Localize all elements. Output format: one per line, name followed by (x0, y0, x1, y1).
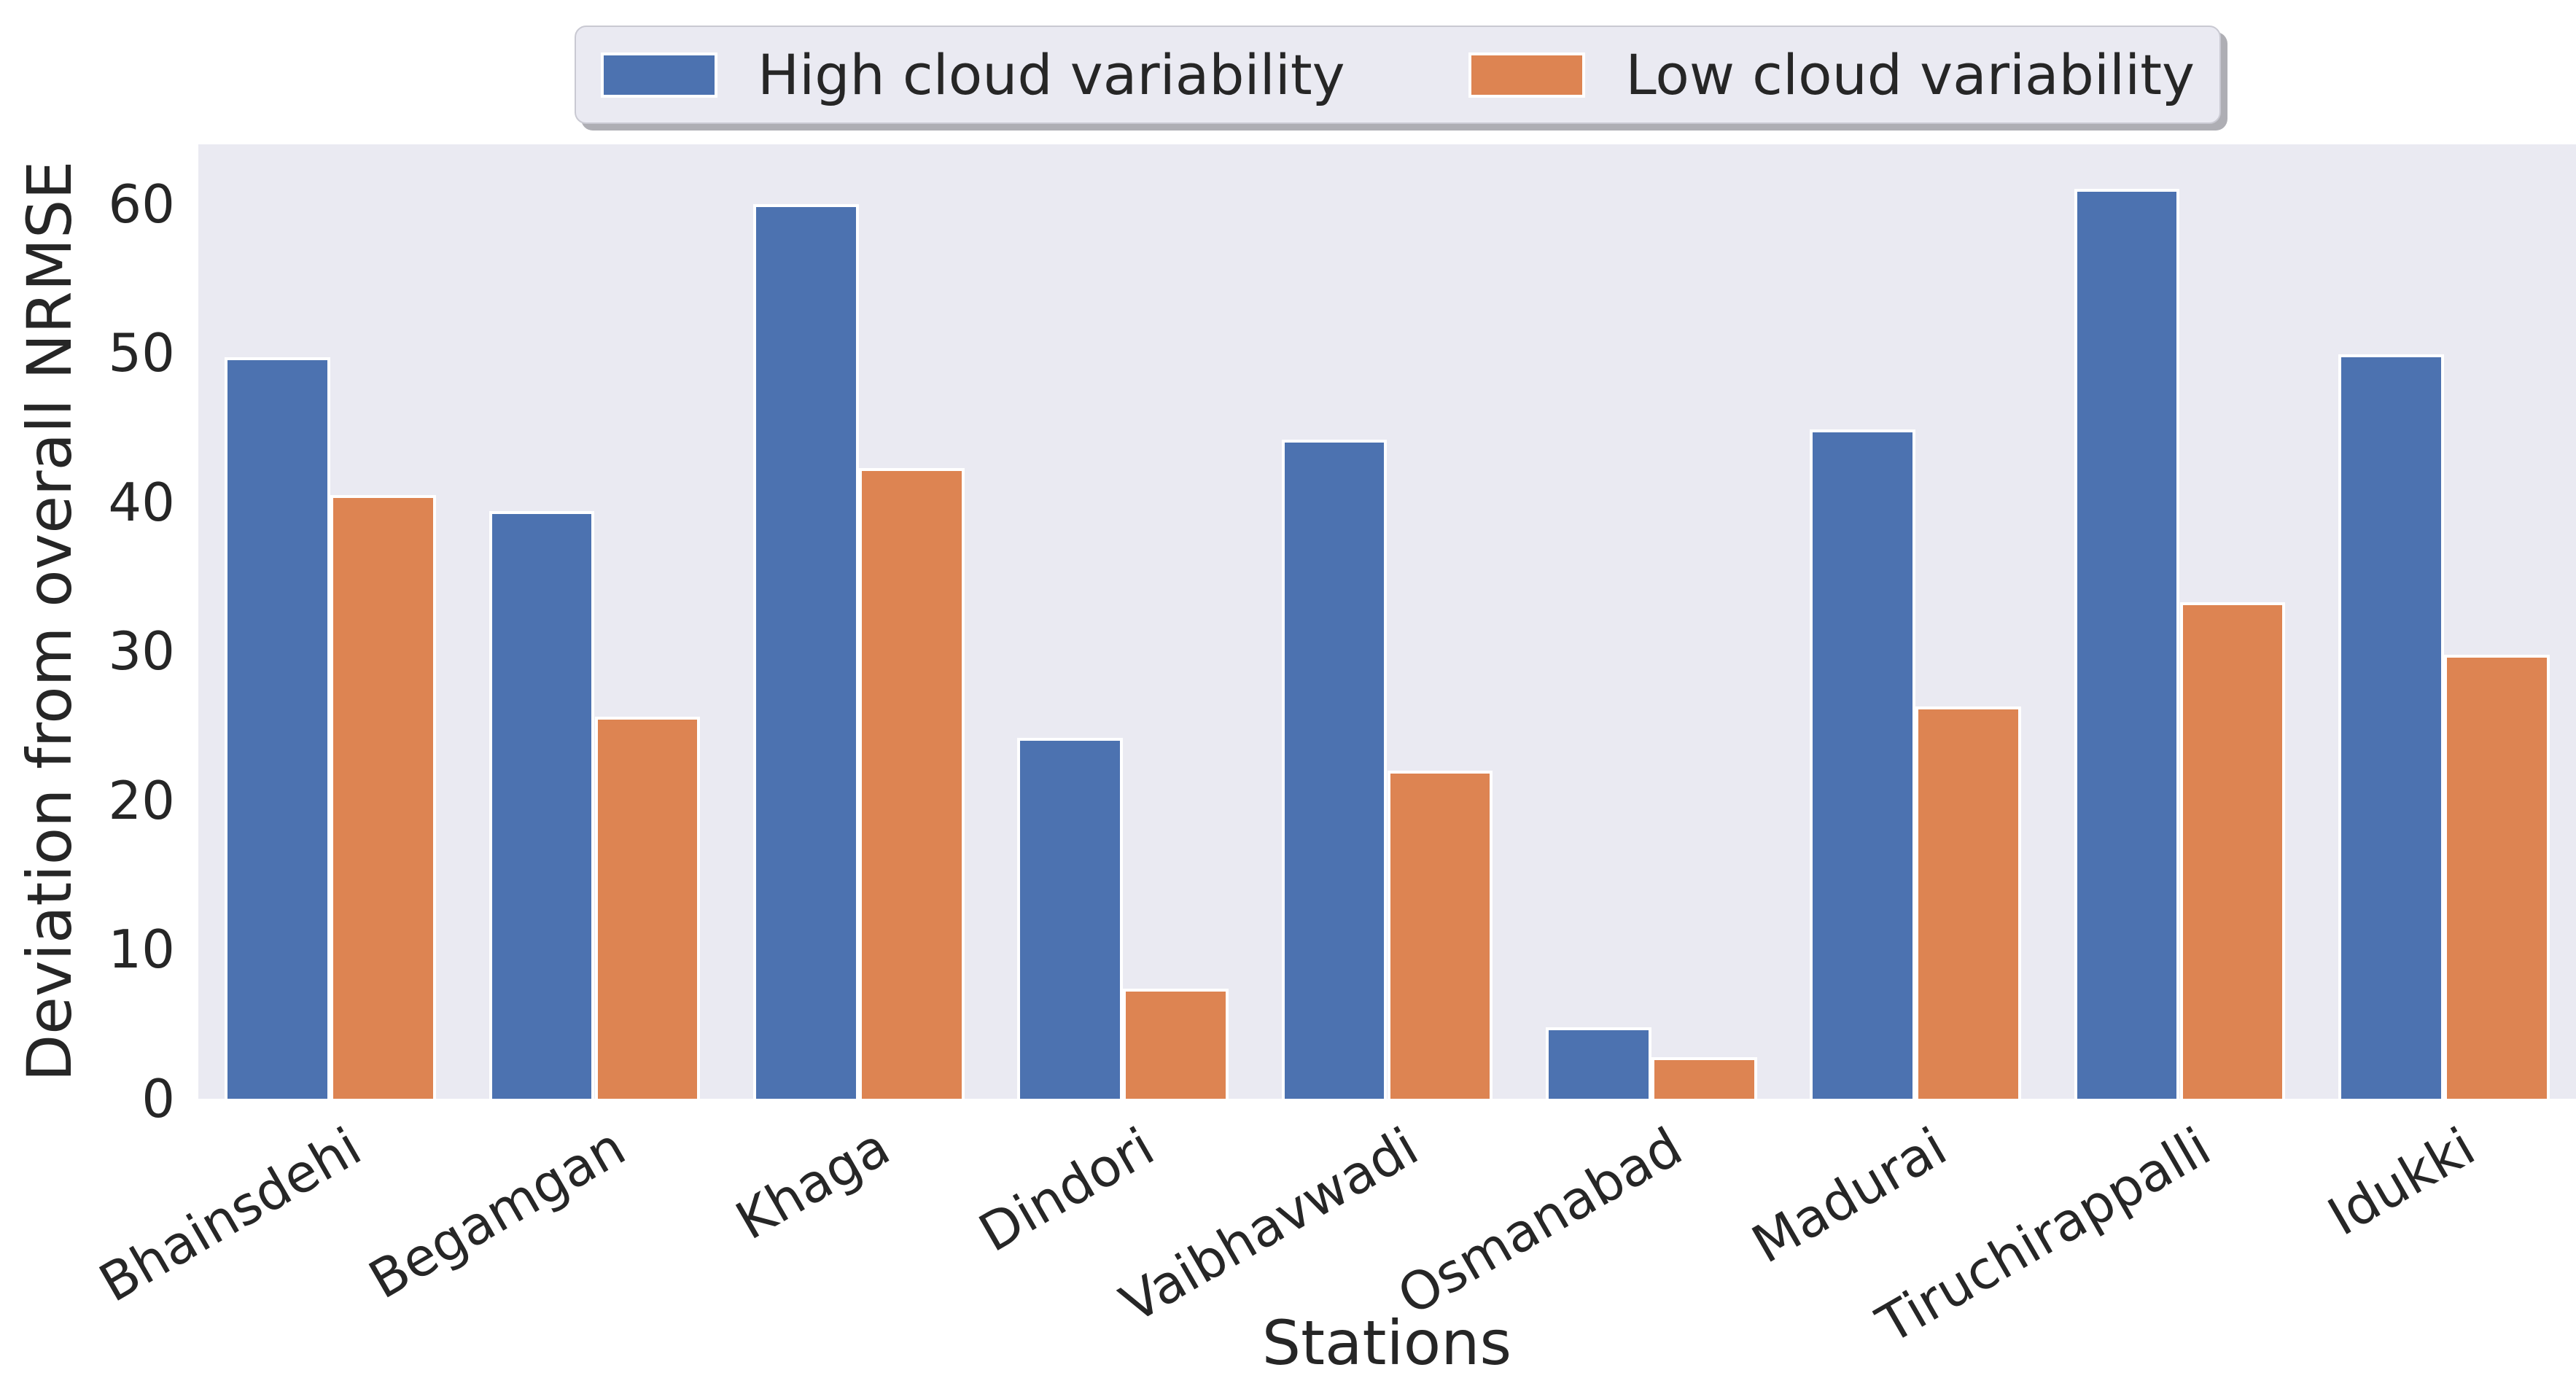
legend-label-high: High cloud variability (758, 42, 1345, 107)
x-tick-label-madurai: Madurai (1741, 1116, 1957, 1275)
legend-label-low: Low cloud variability (1625, 42, 2195, 107)
y-tick-label-50: 50 (108, 322, 175, 384)
bar-high-dindori (1017, 738, 1124, 1099)
bar-low-vaibhavwadi (1387, 771, 1493, 1099)
bar-low-bhainsdehi (330, 494, 437, 1099)
legend-swatch-low-icon (1468, 52, 1586, 98)
bar-low-tiruchirappalli (2179, 602, 2286, 1099)
legend-entry-high: High cloud variability (601, 42, 1345, 107)
y-tick-label-20: 20 (108, 769, 175, 831)
legend-entry-low: Low cloud variability (1468, 42, 2195, 107)
bar-high-madurai (1810, 429, 1916, 1099)
y-tick-label-40: 40 (108, 471, 175, 533)
bar-high-tiruchirappalli (2074, 189, 2180, 1099)
x-tick-label-osmanabad: Osmanabad (1388, 1116, 1692, 1327)
plot-area (198, 144, 2576, 1099)
bar-low-khaga (858, 467, 965, 1099)
x-tick-label-dindori: Dindori (968, 1116, 1164, 1264)
bar-high-idukki (2338, 354, 2444, 1099)
y-tick-label-0: 0 (141, 1068, 175, 1129)
y-tick-label-10: 10 (108, 919, 175, 981)
bar-high-vaibhavwadi (1281, 439, 1388, 1099)
y-axis-label: Deviation from overall NRMSE (14, 160, 85, 1082)
bar-low-osmanabad (1651, 1056, 1757, 1099)
x-axis-label: Stations (1261, 1307, 1512, 1378)
x-tick-label-idukki: Idukki (2317, 1116, 2485, 1247)
bar-low-dindori (1123, 988, 1229, 1099)
legend: High cloud variability Low cloud variabi… (575, 26, 2221, 124)
x-tick-label-vaibhavwadi: Vaibhavwadi (1110, 1116, 1428, 1335)
x-tick-label-begamgan: Begamgan (359, 1116, 636, 1311)
bar-high-khaga (752, 203, 859, 1099)
bar-high-begamgan (489, 511, 595, 1099)
bar-low-begamgan (594, 717, 701, 1099)
bar-high-osmanabad (1545, 1027, 1651, 1099)
y-axis-ticks: 0 10 20 30 40 50 60 (0, 0, 175, 1378)
x-tick-label-khaga: Khaga (725, 1116, 900, 1252)
legend-swatch-high-icon (601, 52, 717, 98)
y-tick-label-30: 30 (108, 620, 175, 682)
bar-low-madurai (1915, 706, 2022, 1099)
y-tick-label-60: 60 (108, 173, 175, 235)
bar-low-idukki (2443, 654, 2550, 1099)
bar-high-bhainsdehi (225, 357, 331, 1099)
